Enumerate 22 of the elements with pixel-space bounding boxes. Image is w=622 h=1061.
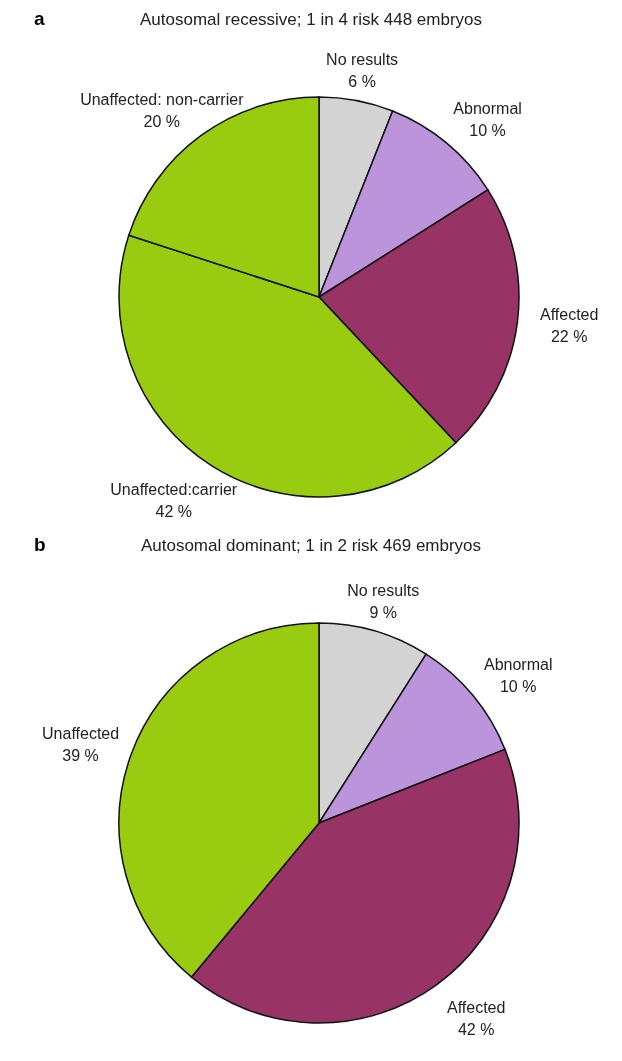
data-label: 20 % <box>143 112 181 130</box>
slice-label: No results <box>326 51 399 69</box>
chart-title: Autosomal dominant; 1 in 2 risk 469 embryos <box>140 536 482 555</box>
data-label: 42 % <box>457 1021 495 1039</box>
data-label: 39 % <box>62 747 99 765</box>
data-label: 22 % <box>550 327 588 345</box>
chart-title: Autosomal recessive; 1 in 4 risk 448 embryos <box>139 10 483 29</box>
slice-label: Affected <box>446 999 506 1017</box>
data-label: 10 % <box>499 678 537 696</box>
data-label: 42 % <box>155 503 192 521</box>
data-label: 10 % <box>469 121 506 139</box>
slice-label: Unaffected <box>42 725 120 743</box>
slice-label: Unaffected: non-carrier <box>80 90 245 108</box>
text: a <box>34 8 45 30</box>
slice-label: Abnormal <box>483 656 553 674</box>
slice-label: Abnormal <box>453 99 522 117</box>
slice-label: Affected <box>539 305 599 323</box>
slice-label: No results <box>347 582 420 600</box>
slice-label: Unaffected:carrier <box>110 481 238 499</box>
data-label: 6 % <box>348 73 376 91</box>
data-label: 9 % <box>369 604 397 622</box>
text: b <box>34 534 46 556</box>
